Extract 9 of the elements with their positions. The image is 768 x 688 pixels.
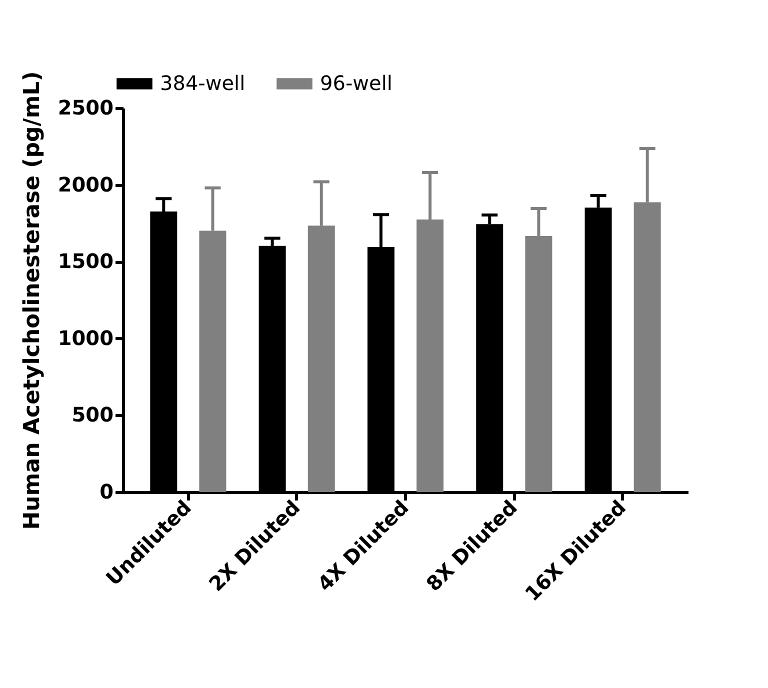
y-tick-label: 1000	[58, 326, 114, 350]
legend-label: 384-well	[160, 70, 246, 95]
y-tick-label: 2000	[58, 172, 114, 196]
y-axis-title: Human Acetylcholinesterase (pg/mL)	[20, 71, 45, 530]
y-tick-label: 0	[100, 480, 114, 504]
y-tick-label: 1500	[58, 249, 114, 274]
y-tick-label: 500	[72, 402, 114, 427]
legend-label: 96-well	[320, 70, 392, 95]
y-tick-label: 2500	[58, 96, 114, 120]
